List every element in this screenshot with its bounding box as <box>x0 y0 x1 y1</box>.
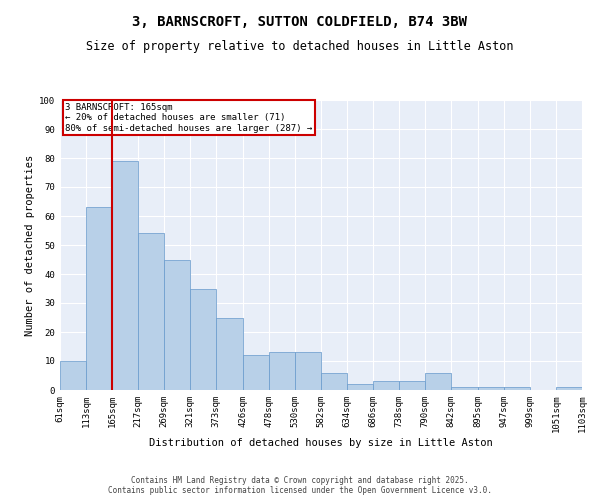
Bar <box>60 361 86 390</box>
Bar <box>190 288 216 390</box>
Text: 3, BARNSCROFT, SUTTON COLDFIELD, B74 3BW: 3, BARNSCROFT, SUTTON COLDFIELD, B74 3BW <box>133 15 467 29</box>
Bar <box>86 208 112 390</box>
Bar <box>373 382 399 390</box>
Bar <box>399 382 425 390</box>
Bar <box>269 352 295 390</box>
Bar <box>425 372 451 390</box>
Bar <box>504 387 530 390</box>
Bar <box>556 387 582 390</box>
Bar <box>112 161 138 390</box>
Bar <box>138 234 164 390</box>
X-axis label: Distribution of detached houses by size in Little Aston: Distribution of detached houses by size … <box>149 438 493 448</box>
Text: Contains HM Land Registry data © Crown copyright and database right 2025.
Contai: Contains HM Land Registry data © Crown c… <box>108 476 492 495</box>
Bar <box>347 384 373 390</box>
Bar <box>451 387 478 390</box>
Bar <box>216 318 243 390</box>
Bar <box>243 355 269 390</box>
Bar <box>478 387 504 390</box>
Bar <box>164 260 190 390</box>
Y-axis label: Number of detached properties: Number of detached properties <box>25 154 35 336</box>
Text: Size of property relative to detached houses in Little Aston: Size of property relative to detached ho… <box>86 40 514 53</box>
Bar <box>321 372 347 390</box>
Text: 3 BARNSCROFT: 165sqm
← 20% of detached houses are smaller (71)
80% of semi-detac: 3 BARNSCROFT: 165sqm ← 20% of detached h… <box>65 103 313 132</box>
Bar <box>295 352 321 390</box>
